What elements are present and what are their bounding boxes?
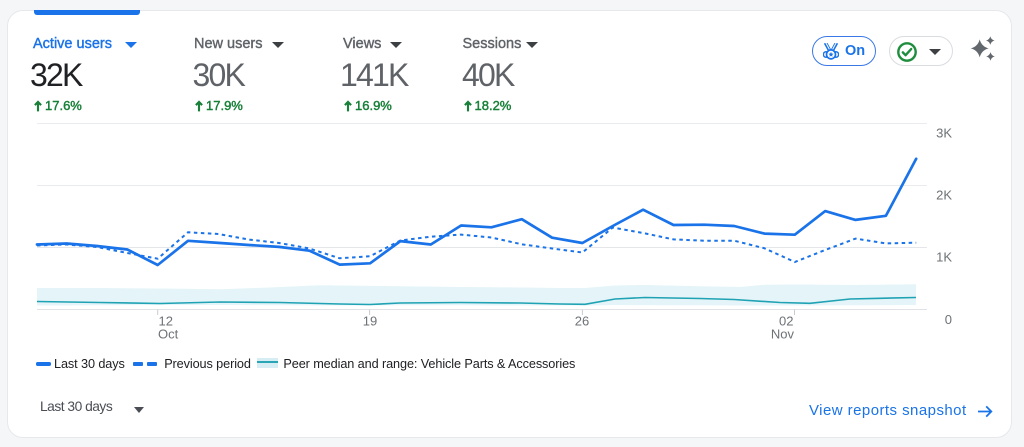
svg-text:12: 12 (159, 314, 173, 329)
svg-text:02: 02 (779, 314, 793, 329)
svg-text:26: 26 (575, 314, 589, 329)
svg-text:3K: 3K (936, 126, 952, 141)
svg-text:0: 0 (945, 312, 952, 327)
svg-text:1K: 1K (936, 250, 952, 265)
svg-text:19: 19 (363, 314, 377, 329)
svg-text:2K: 2K (936, 188, 952, 203)
svg-text:Nov: Nov (771, 327, 795, 342)
svg-text:Oct: Oct (158, 327, 179, 342)
